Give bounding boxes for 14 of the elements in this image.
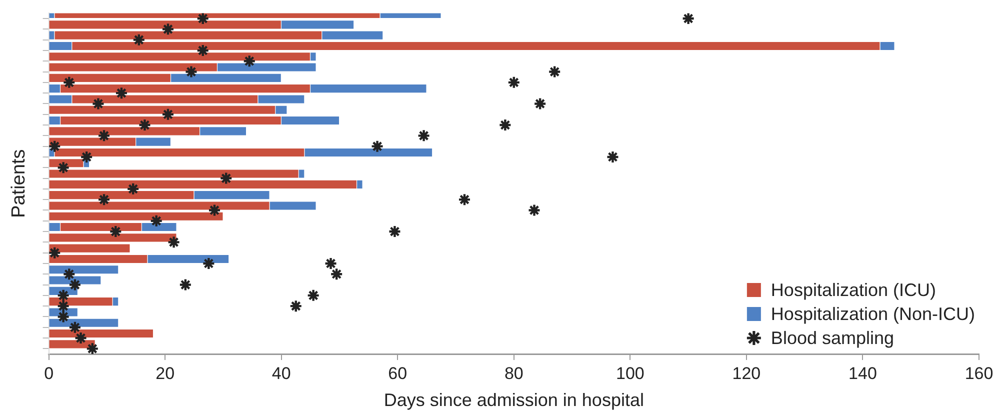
x-tick-label: 120 xyxy=(732,364,761,383)
legend-label: Hospitalization (ICU) xyxy=(770,280,936,300)
x-tick-label: 40 xyxy=(272,364,291,383)
legend-label: Hospitalization (Non-ICU) xyxy=(770,304,976,324)
x-tick-label: 60 xyxy=(388,364,408,383)
x-axis-title: Days since admission in hospital xyxy=(384,390,644,410)
x-tick-label: 0 xyxy=(44,364,54,383)
x-tick-label: 160 xyxy=(964,364,994,383)
x-tick-label: 80 xyxy=(504,364,524,383)
x-tick-label: 100 xyxy=(616,364,644,383)
legend-label: Blood sampling xyxy=(770,328,894,348)
y-axis-title: Patients xyxy=(8,149,30,218)
x-tick-label: 140 xyxy=(848,364,877,383)
x-tick-label: 20 xyxy=(156,364,175,383)
